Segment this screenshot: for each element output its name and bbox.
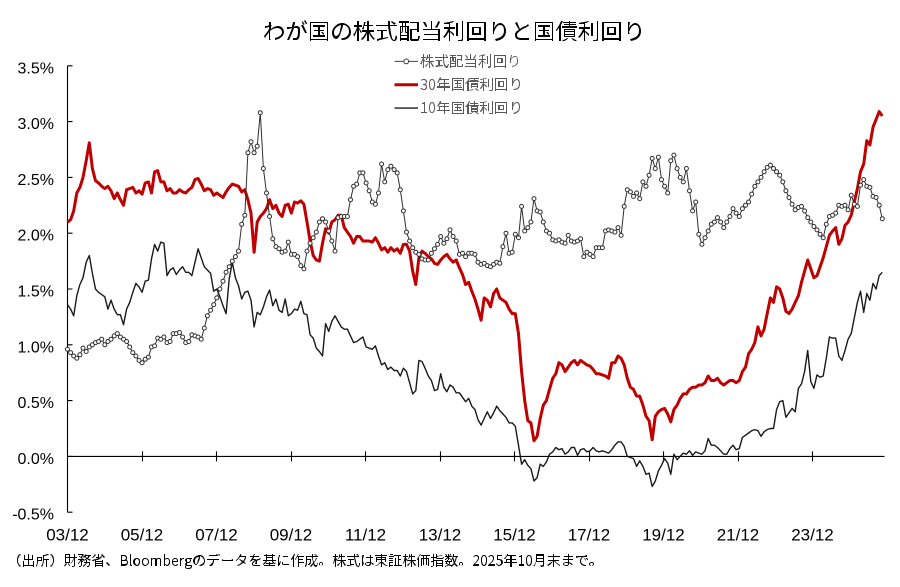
svg-text:21/12: 21/12 — [717, 526, 760, 545]
svg-text:2.5%: 2.5% — [18, 172, 54, 189]
svg-text:0.5%: 0.5% — [18, 395, 54, 412]
svg-text:03/12: 03/12 — [46, 526, 89, 545]
svg-text:3.0%: 3.0% — [18, 116, 54, 133]
svg-text:13/12: 13/12 — [419, 526, 462, 545]
svg-text:0.0%: 0.0% — [18, 451, 54, 468]
svg-text:07/12: 07/12 — [195, 526, 238, 545]
svg-text:15/12: 15/12 — [493, 526, 536, 545]
svg-text:1.5%: 1.5% — [18, 284, 54, 301]
svg-text:-0.5%: -0.5% — [12, 507, 54, 524]
svg-text:11/12: 11/12 — [345, 526, 386, 545]
svg-text:23/12: 23/12 — [791, 526, 834, 545]
svg-text:3.5%: 3.5% — [18, 60, 54, 77]
svg-text:19/12: 19/12 — [642, 526, 685, 545]
svg-text:2.0%: 2.0% — [18, 228, 54, 245]
svg-text:05/12: 05/12 — [121, 526, 164, 545]
svg-text:1.0%: 1.0% — [18, 339, 54, 356]
svg-text:09/12: 09/12 — [270, 526, 313, 545]
svg-text:17/12: 17/12 — [568, 526, 611, 545]
